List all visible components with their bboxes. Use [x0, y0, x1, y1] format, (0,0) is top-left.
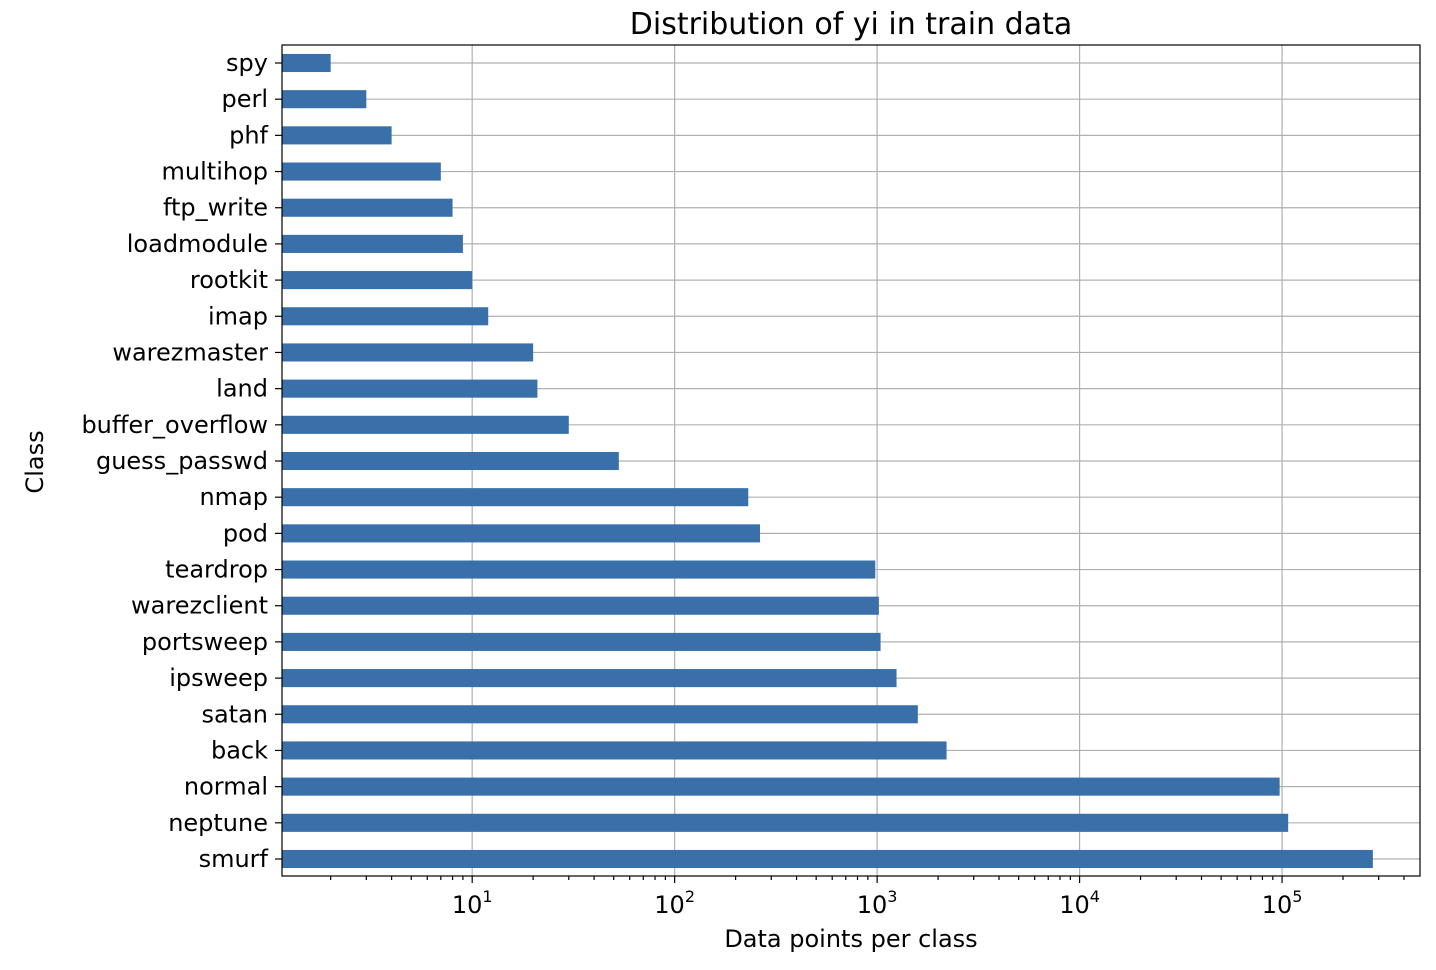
category-label: land: [216, 375, 268, 403]
category-label: pod: [223, 519, 268, 547]
category-label: multihop: [162, 158, 268, 186]
ticks-layer: [275, 62, 1405, 883]
bar-rootkit: [282, 271, 473, 290]
x-tick-label: 102: [654, 887, 695, 919]
category-label: warezmaster: [112, 338, 268, 366]
bar-ftp_write: [282, 198, 453, 217]
bar-nmap: [282, 488, 749, 507]
bar-warezclient: [282, 596, 879, 615]
category-label: phf: [229, 121, 268, 149]
bar-perl: [282, 90, 367, 109]
category-label: rootkit: [190, 266, 268, 294]
bars-layer: [282, 53, 1373, 869]
category-label: back: [211, 736, 268, 764]
category-label: perl: [221, 85, 268, 113]
labels-layer: 101 102 103 104 105 spy perl phf multihop ftp_wri…: [81, 49, 1302, 919]
x-tick-label: 103: [857, 887, 898, 919]
bar-multihop: [282, 162, 441, 181]
category-label: loadmodule: [127, 230, 268, 258]
bar-loadmodule: [282, 234, 463, 253]
category-label: spy: [226, 49, 268, 77]
category-label: neptune: [168, 809, 268, 837]
bar-neptune: [282, 813, 1289, 832]
category-label: ftp_write: [163, 194, 268, 222]
x-tick-label: 101: [452, 887, 493, 919]
x-tick-label: 105: [1262, 887, 1303, 919]
bar-warezmaster: [282, 343, 534, 362]
bar-guess_passwd: [282, 451, 619, 471]
bar-pod: [282, 524, 761, 543]
x-tick-label: 104: [1059, 887, 1100, 919]
category-label: teardrop: [165, 556, 268, 584]
bar-land: [282, 379, 538, 398]
chart-title: Distribution of yi in train data: [630, 7, 1072, 42]
bar-teardrop: [282, 560, 876, 579]
bar-ipsweep: [282, 669, 897, 688]
bar-buffer_overflow: [282, 415, 569, 434]
category-label: ipsweep: [169, 664, 268, 692]
category-label: smurf: [199, 845, 269, 873]
category-label: nmap: [199, 483, 268, 511]
bar-back: [282, 741, 947, 760]
category-label: buffer_overflow: [81, 411, 268, 439]
category-label: satan: [201, 700, 268, 728]
bar-satan: [282, 705, 918, 724]
category-label: imap: [208, 302, 268, 330]
bar-imap: [282, 307, 489, 326]
bar-portsweep: [282, 632, 881, 651]
bar-normal: [282, 777, 1280, 796]
category-label: warezclient: [131, 592, 268, 620]
bar-phf: [282, 126, 392, 145]
bar-smurf: [282, 849, 1373, 869]
category-label: guess_passwd: [96, 447, 268, 475]
x-axis-label: Data points per class: [724, 925, 977, 953]
category-label: portsweep: [142, 628, 268, 656]
category-label: normal: [184, 773, 268, 801]
bar-spy: [282, 53, 331, 73]
y-axis-label: Class: [21, 430, 49, 493]
